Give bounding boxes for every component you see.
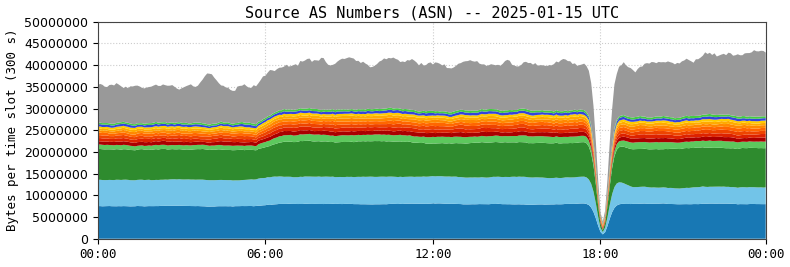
Title: Source AS Numbers (ASN) -- 2025-01-15 UTC: Source AS Numbers (ASN) -- 2025-01-15 UT…	[245, 6, 619, 21]
Y-axis label: Bytes per time slot (300 s): Bytes per time slot (300 s)	[6, 29, 18, 231]
